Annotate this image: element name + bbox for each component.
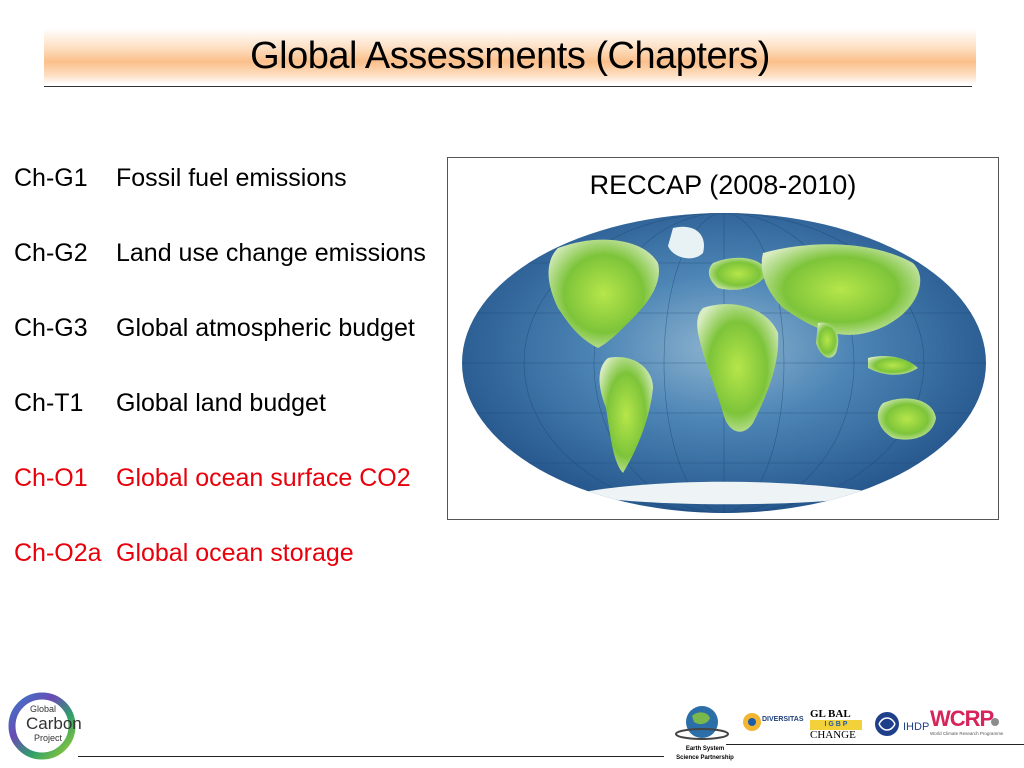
chapter-name: Global ocean surface CO2 [116, 464, 411, 492]
chapter-code: Ch-G2 [14, 239, 88, 267]
wcrp-label: WCRP [930, 706, 994, 731]
gcp-logo-line2: Carbon [26, 714, 82, 733]
gcp-logo-line1: Global [30, 704, 57, 714]
ihdp-label: IHDP [903, 721, 930, 733]
chapter-code: Ch-G3 [14, 314, 88, 342]
diversitas-label: DIVERSITAS [762, 716, 804, 723]
title-divider [44, 86, 972, 87]
diversitas-icon [743, 713, 761, 731]
essp-line2: Science Partnership [676, 755, 734, 761]
footer-divider [78, 756, 664, 757]
earth-globe-icon [675, 706, 729, 740]
igbp-line3: CHANGE [810, 729, 856, 741]
gcp-swirl-icon [8, 692, 76, 760]
igbp-line2: I G B P [810, 720, 862, 730]
chapter-name: Fossil fuel emissions [116, 164, 347, 192]
wcrp-dot-icon [991, 718, 999, 726]
chapter-code: Ch-T1 [14, 389, 84, 417]
igbp-line1: GL BAL [810, 708, 851, 720]
chapter-name: Global land budget [116, 389, 326, 417]
global-carbon-project-logo: Global Carbon Project [4, 690, 84, 765]
map-panel: RECCAP (2008-2010) [447, 157, 999, 520]
footer-divider [726, 744, 1024, 745]
wcrp-subtitle: World Climate Research Programme [930, 731, 1004, 736]
chapter-code: Ch-G1 [14, 164, 88, 192]
map-caption: RECCAP (2008-2010) [589, 170, 857, 200]
slide-title: Global Assessments (Chapters) [250, 35, 770, 77]
gcp-logo-line3: Project [34, 733, 63, 743]
essp-line1: Earth System [685, 746, 725, 752]
chapter-code: Ch-O1 [14, 464, 88, 492]
ihdp-globe-icon [875, 712, 899, 736]
chapter-name: Global atmospheric budget [116, 314, 415, 342]
chapter-name: Global ocean storage [116, 539, 354, 567]
chapter-name: Land use change emissions [116, 239, 426, 267]
title-band [44, 28, 976, 84]
chapter-code: Ch-O2a [14, 539, 102, 567]
world-map-icon [462, 213, 986, 513]
